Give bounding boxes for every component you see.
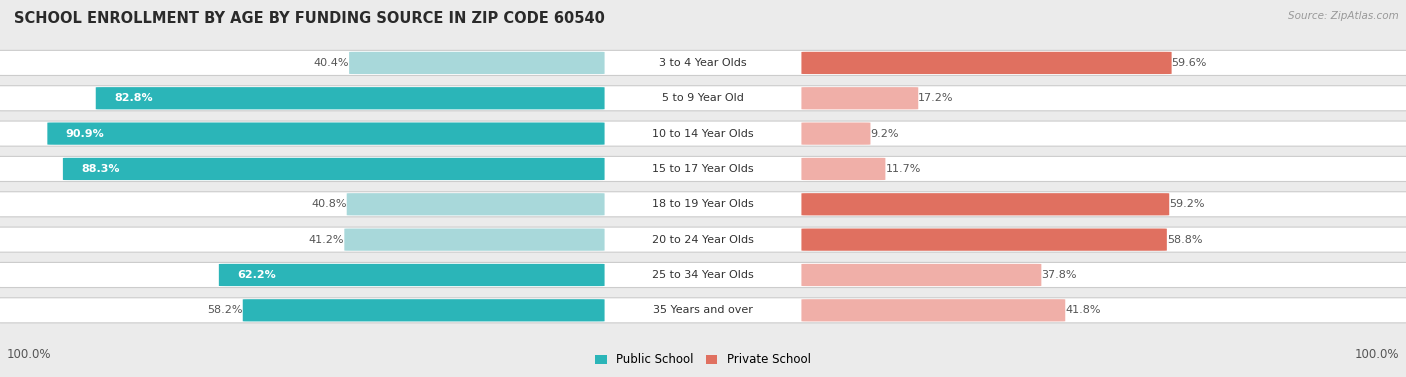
Text: 90.9%: 90.9% [66, 129, 104, 139]
Text: 58.2%: 58.2% [207, 305, 243, 315]
Text: 41.8%: 41.8% [1066, 305, 1101, 315]
Text: SCHOOL ENROLLMENT BY AGE BY FUNDING SOURCE IN ZIP CODE 60540: SCHOOL ENROLLMENT BY AGE BY FUNDING SOUR… [14, 11, 605, 26]
FancyBboxPatch shape [0, 262, 1406, 288]
FancyBboxPatch shape [0, 51, 1406, 75]
Text: 41.2%: 41.2% [309, 234, 344, 245]
FancyBboxPatch shape [801, 123, 870, 145]
Text: 11.7%: 11.7% [886, 164, 921, 174]
Text: 10 to 14 Year Olds: 10 to 14 Year Olds [652, 129, 754, 139]
FancyBboxPatch shape [48, 123, 605, 145]
FancyBboxPatch shape [0, 298, 1406, 323]
FancyBboxPatch shape [0, 86, 1406, 111]
FancyBboxPatch shape [801, 264, 1042, 286]
FancyBboxPatch shape [0, 121, 1406, 146]
FancyBboxPatch shape [344, 228, 605, 251]
Text: 25 to 34 Year Olds: 25 to 34 Year Olds [652, 270, 754, 280]
Text: 9.2%: 9.2% [870, 129, 898, 139]
FancyBboxPatch shape [801, 193, 1170, 215]
Text: 88.3%: 88.3% [82, 164, 120, 174]
Text: 58.8%: 58.8% [1167, 234, 1202, 245]
Text: 40.4%: 40.4% [314, 58, 349, 68]
Text: 15 to 17 Year Olds: 15 to 17 Year Olds [652, 164, 754, 174]
Text: 100.0%: 100.0% [1354, 348, 1399, 361]
FancyBboxPatch shape [0, 227, 1406, 252]
Text: 59.6%: 59.6% [1171, 58, 1206, 68]
Text: 37.8%: 37.8% [1042, 270, 1077, 280]
Text: 20 to 24 Year Olds: 20 to 24 Year Olds [652, 234, 754, 245]
Text: 100.0%: 100.0% [7, 348, 52, 361]
FancyBboxPatch shape [243, 299, 605, 322]
Text: 40.8%: 40.8% [311, 199, 347, 209]
FancyBboxPatch shape [801, 299, 1066, 322]
Legend: Public School, Private School: Public School, Private School [591, 349, 815, 371]
FancyBboxPatch shape [0, 192, 1406, 217]
Text: 62.2%: 62.2% [238, 270, 276, 280]
Text: 18 to 19 Year Olds: 18 to 19 Year Olds [652, 199, 754, 209]
FancyBboxPatch shape [0, 156, 1406, 181]
FancyBboxPatch shape [801, 52, 1171, 74]
FancyBboxPatch shape [96, 87, 605, 109]
FancyBboxPatch shape [801, 228, 1167, 251]
FancyBboxPatch shape [219, 264, 605, 286]
FancyBboxPatch shape [63, 158, 605, 180]
Text: 59.2%: 59.2% [1170, 199, 1205, 209]
Text: 82.8%: 82.8% [114, 93, 153, 103]
Text: 5 to 9 Year Old: 5 to 9 Year Old [662, 93, 744, 103]
FancyBboxPatch shape [349, 52, 605, 74]
Text: 17.2%: 17.2% [918, 93, 953, 103]
Text: 35 Years and over: 35 Years and over [652, 305, 754, 315]
Text: 3 to 4 Year Olds: 3 to 4 Year Olds [659, 58, 747, 68]
FancyBboxPatch shape [347, 193, 605, 215]
Text: Source: ZipAtlas.com: Source: ZipAtlas.com [1288, 11, 1399, 21]
FancyBboxPatch shape [801, 87, 918, 109]
FancyBboxPatch shape [801, 158, 886, 180]
